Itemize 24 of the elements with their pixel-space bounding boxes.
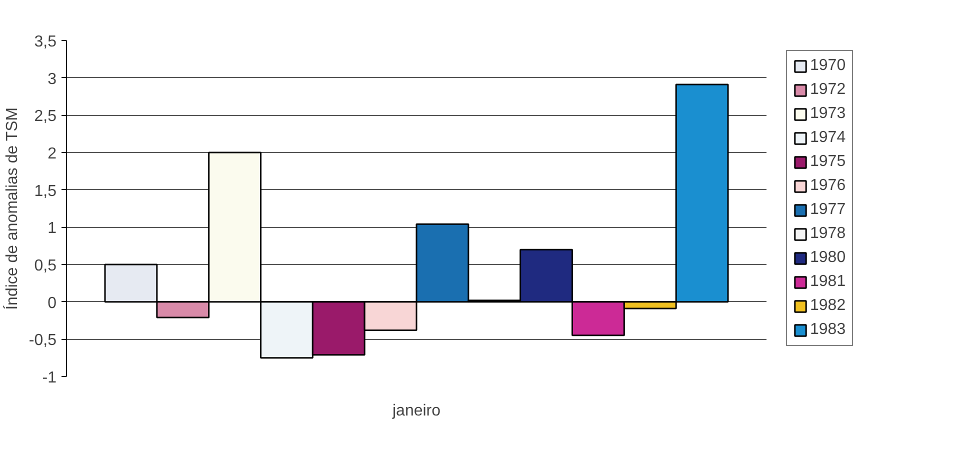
legend-label: 1970	[810, 57, 846, 75]
legend-label: 1982	[810, 297, 846, 315]
legend-label: 1978	[810, 225, 846, 243]
x-tick-label: janeiro	[391, 402, 441, 420]
y-tick-label: 1	[48, 220, 57, 238]
y-tick-label: -0,5	[28, 332, 57, 350]
legend-label: 1977	[810, 201, 846, 219]
y-tick-label: 1,5	[34, 182, 57, 200]
legend-label: 1980	[810, 249, 846, 267]
y-tick-label: 3	[48, 70, 57, 88]
y-tick-label: -1	[42, 370, 57, 386]
y-tick-label: 3,5	[34, 34, 57, 50]
legend-label: 1975	[810, 153, 846, 171]
y-tick-label: 0,5	[34, 258, 57, 274]
y-tick-label: 2,5	[34, 108, 57, 126]
legend-label: 1981	[810, 273, 846, 291]
y-tick-label: 2	[48, 146, 57, 162]
legend-label: 1983	[810, 321, 846, 339]
legend-label: 1973	[810, 105, 846, 123]
y-axis-title: Índice de anomalias de TSM	[2, 107, 21, 310]
legend-label: 1974	[810, 129, 846, 147]
legend-label: 1976	[810, 177, 846, 195]
legend-label: 1972	[810, 81, 846, 99]
y-tick-label: 0	[48, 294, 57, 312]
